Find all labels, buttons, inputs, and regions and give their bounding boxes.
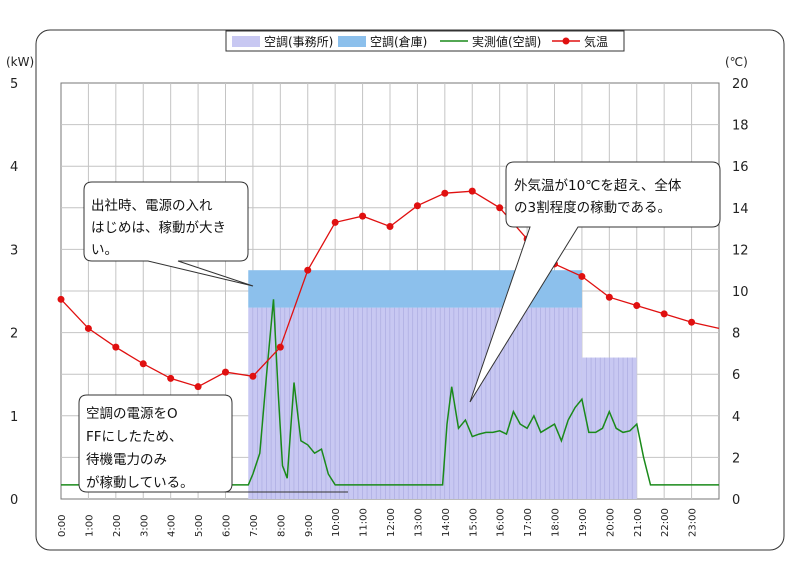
temperature-point (167, 374, 175, 382)
x-tick-label: 4:00 (167, 515, 178, 537)
y-right-tick-label: 0 (732, 493, 740, 508)
y-right-tick-label: 14 (732, 202, 749, 217)
y-right-tick-label: 16 (732, 160, 749, 175)
x-tick-label: 3:00 (139, 515, 150, 537)
x-tick-label: 18:00 (551, 508, 562, 537)
y-left-tick-label: 3 (10, 243, 18, 258)
legend-label-office: 空調(事務所) (264, 35, 333, 49)
temperature-point (386, 223, 394, 231)
y-right-tick-label: 6 (732, 368, 740, 383)
temperature-point (139, 360, 147, 368)
x-tick-label: 15:00 (468, 508, 479, 537)
x-tick-label: 0:00 (57, 515, 68, 537)
temperature-point (304, 266, 312, 274)
callout-power-off: 空調の電源をO FFにしたため、 待機電力のみ が稼動している。 (78, 394, 348, 493)
temperature-point (222, 368, 229, 376)
legend-label-temperature: 気温 (584, 34, 608, 49)
temperature-point (194, 383, 202, 391)
y-right-tick-label: 4 (732, 410, 740, 425)
measured-series (61, 299, 719, 486)
callout-power-off-line-3: 待機電力のみ (86, 452, 167, 468)
bar-office (248, 307, 582, 499)
x-tick-label: 19:00 (578, 508, 589, 537)
legend-box (225, 30, 625, 52)
bars (248, 270, 637, 499)
y-right-tick-label: 20 (732, 77, 749, 92)
callout-power-off-line-2: FFにしたため、 (86, 429, 183, 445)
callout-power-off-line-1: 空調の電源をO (86, 406, 178, 422)
x-tick-label: 17:00 (523, 508, 534, 537)
temperature-point (249, 372, 257, 380)
y-right-ticks: 0 2 4 6 8 10 12 14 16 18 20 (732, 77, 749, 508)
temperature-point (57, 295, 65, 303)
legend-label-warehouse: 空調(倉庫) (370, 34, 427, 49)
y-right-tick-label: 10 (732, 285, 749, 300)
callout-power-off-bubble (78, 394, 348, 493)
callout-power-off-line-4: が稼動している。 (86, 475, 194, 491)
legend-label-measured: 実測値(空調) (472, 34, 541, 49)
x-tick-label: 12:00 (386, 508, 397, 537)
x-tick-label: 23:00 (688, 508, 699, 537)
y-left-tick-label: 2 (10, 327, 18, 342)
x-tick-label: 8:00 (276, 515, 287, 537)
x-tick-label: 21:00 (633, 508, 644, 537)
callout-startup-bubble (83, 181, 254, 287)
temperature-point (578, 272, 586, 280)
y-left-ticks: 0 1 2 3 4 5 (10, 77, 18, 508)
callout-outdoor-temp-bubble (469, 161, 721, 403)
y-left-unit: (kW) (6, 55, 34, 69)
temperature-point (633, 302, 641, 310)
x-tick-label: 5:00 (194, 515, 205, 537)
y-left-tick-label: 1 (10, 410, 18, 425)
x-tick-label: 9:00 (304, 515, 315, 537)
temperature-point (413, 202, 421, 210)
x-tick-label: 7:00 (249, 515, 260, 537)
callout-startup: 出社時、電源の入れ はじめは、稼動が大き い。 (83, 181, 254, 287)
temperature-series (57, 187, 720, 391)
x-ticks: 0:00 1:00 2:00 3:00 4:00 5:00 6:00 7:00 8:00 9:00… (57, 508, 699, 537)
temperature-point (441, 189, 449, 197)
x-tick-label: 2:00 (112, 515, 123, 537)
callout-startup-line-1: 出社時、電源の入れ (91, 198, 213, 214)
temperature-point (331, 218, 339, 226)
temperature-point (660, 310, 668, 318)
x-tick-label: 11:00 (359, 508, 370, 537)
temperature-point (359, 212, 367, 220)
temperature-point (276, 343, 284, 351)
y-right-tick-label: 18 (732, 119, 749, 134)
callout-outdoor-temp-line-2: の3割程度の稼動である。 (514, 199, 671, 216)
callout-outdoor-temp-line-1: 外気温が10℃を超え、全体 (514, 177, 682, 194)
temperature-point (112, 343, 120, 351)
callout-outdoor-temp: 外気温が10℃を超え、全体 の3割程度の稼動である。 (469, 161, 721, 403)
legend: 空調(事務所) 空調(倉庫) 実測値(空調) 気温 (225, 30, 625, 52)
legend-swatch-office (232, 36, 260, 47)
y-left-tick-label: 5 (10, 77, 18, 92)
x-tick-label: 14:00 (441, 508, 452, 537)
legend-swatch-warehouse (338, 36, 366, 47)
legend-marker-temperature (562, 37, 570, 45)
callout-startup-line-3: い。 (91, 242, 118, 258)
y-right-tick-label: 8 (732, 327, 740, 342)
temperature-point (496, 204, 504, 212)
x-tick-label: 20:00 (605, 508, 616, 537)
measured-line (61, 299, 719, 486)
temperature-point (605, 293, 613, 301)
y-left-tick-label: 0 (10, 493, 18, 508)
temperature-point (84, 324, 92, 332)
x-tick-label: 22:00 (660, 508, 671, 537)
y-right-tick-label: 12 (732, 243, 749, 258)
x-tick-label: 10:00 (331, 508, 342, 537)
x-tick-label: 6:00 (222, 515, 233, 537)
x-tick-label: 13:00 (413, 508, 424, 537)
y-right-tick-label: 2 (732, 451, 740, 466)
y-left-tick-label: 4 (10, 160, 18, 175)
y-right-unit: (℃) (725, 55, 748, 69)
temperature-point (468, 187, 476, 195)
x-tick-label: 16:00 (496, 508, 507, 537)
temperature-point (688, 318, 696, 326)
x-tick-label: 1:00 (84, 515, 95, 537)
callout-startup-line-2: はじめは、稼動が大き (91, 220, 226, 236)
